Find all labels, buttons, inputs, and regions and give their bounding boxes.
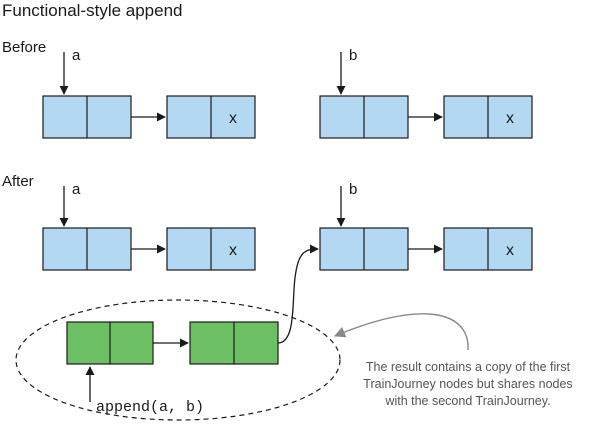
annotation-arrow: [333, 313, 469, 351]
result-dashed-ellipse: [15, 299, 341, 421]
copied-node-1: [66, 321, 154, 365]
before-label: Before: [2, 39, 46, 56]
list-b-node-2-after: [443, 227, 533, 271]
pointer-a-label-before: a: [72, 47, 81, 64]
pointer-b-label-before: b: [349, 47, 357, 64]
list-a-node-1-before: [42, 95, 132, 139]
annotation-line-1: The result contains a copy of the first: [366, 360, 571, 374]
list-a-node-2-before: [166, 95, 256, 139]
nil-marker-a-after: x: [229, 242, 237, 259]
pointer-b-label-after: b: [349, 181, 357, 198]
nil-marker-b-after: x: [506, 242, 514, 259]
copied-node-2: [189, 321, 279, 365]
after-label: After: [2, 173, 34, 190]
annotation-line-3: with the second TrainJourney.: [384, 394, 550, 408]
list-a-node-1-after: [42, 227, 132, 271]
list-a-node-2-after: [166, 227, 256, 271]
annotation-line-2: TrainJourney nodes but shares nodes: [363, 377, 572, 391]
list-b-node-2-before: [443, 95, 533, 139]
shared-link-arrow: [277, 244, 319, 344]
append-call-label: append(a, b): [96, 399, 204, 416]
list-b-node-1-before: [319, 95, 409, 139]
diagram-title: Functional-style append: [2, 1, 183, 20]
nil-marker-b-before: x: [506, 110, 514, 127]
nil-marker-a-before: x: [229, 110, 237, 127]
list-b-node-1-after: [319, 227, 409, 271]
pointer-a-label-after: a: [72, 181, 81, 198]
